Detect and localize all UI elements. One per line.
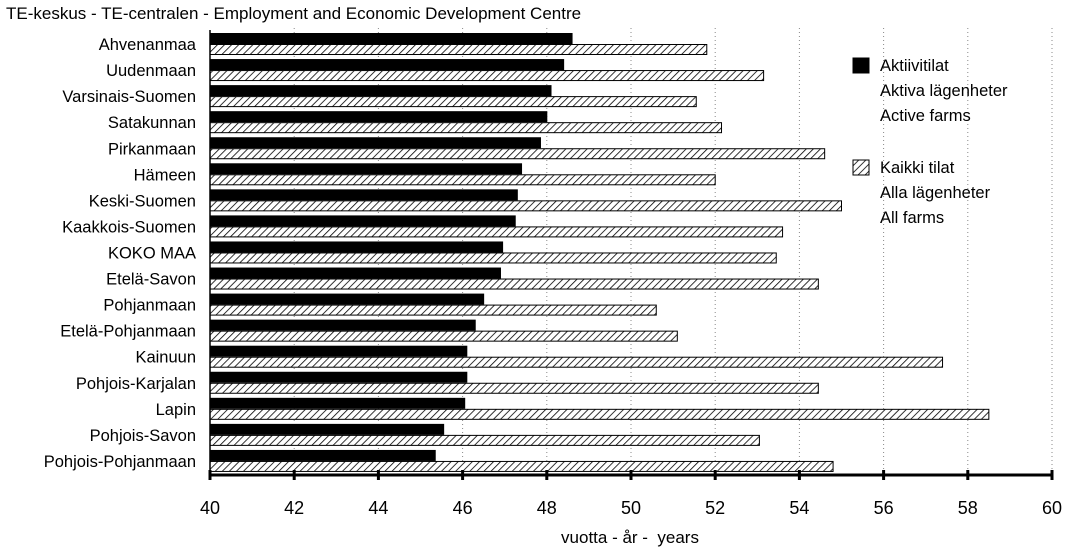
bar-all-farms: [209, 96, 697, 108]
bar-active-farms: [209, 293, 485, 305]
x-tick-labels: 40 42 44 46 48 50 52 54 56 58 60: [200, 498, 1062, 518]
bar-all-farms: [209, 382, 819, 394]
bar-active-farms: [209, 33, 573, 44]
bar-all-farms: [209, 304, 657, 316]
bar-all-farms: [209, 122, 723, 134]
bar-active-farms: [209, 371, 468, 383]
bar-all-farms: [209, 356, 944, 368]
bar-all-farms: [209, 226, 784, 238]
bar-active-farms: [209, 345, 468, 357]
bar-all-farms: [209, 252, 777, 264]
x-axis-label: vuotta - år - years: [561, 528, 699, 547]
legend-label: All farms: [880, 209, 944, 227]
x-tick-label: 48: [537, 498, 557, 518]
bars: [209, 33, 990, 472]
bar-active-farms: [209, 241, 504, 253]
category-label: Keski-Suomen: [89, 192, 196, 210]
category-label: Pohjois-Savon: [90, 427, 196, 445]
x-tick-label: 42: [284, 498, 304, 518]
category-label: Pirkanmaan: [108, 140, 196, 158]
bar-all-farms: [209, 408, 990, 420]
x-tick-label: 52: [705, 498, 725, 518]
legend-swatch-active-farms: [852, 57, 870, 74]
category-label: Hämeen: [134, 166, 196, 184]
x-tick-label: 50: [621, 498, 641, 518]
x-tick-label: 58: [958, 498, 978, 518]
category-label: Pohjois-Pohjanmaan: [44, 453, 196, 471]
legend-label: Aktiivitilat: [880, 57, 949, 75]
category-label: Uudenmaan: [106, 62, 196, 80]
bar-active-farms: [209, 215, 516, 227]
bar-active-farms: [209, 85, 552, 97]
x-tick-label: 46: [453, 498, 473, 518]
bar-all-farms: [209, 44, 708, 55]
bar-all-farms: [209, 148, 826, 160]
legend-label: Alla lägenheter: [880, 184, 991, 202]
bar-all-farms: [209, 70, 765, 82]
bar-active-farms: [209, 423, 445, 435]
bar-active-farms: [209, 163, 523, 175]
x-tick-label: 40: [200, 498, 220, 518]
bar-all-farms: [209, 174, 716, 186]
bar-all-farms: [209, 434, 760, 446]
legend: Aktiivitilat Aktiva lägenheter Active farm…: [852, 57, 1008, 227]
bar-all-farms: [209, 200, 842, 212]
x-tick-label: 60: [1042, 498, 1062, 518]
axes: [208, 30, 1054, 480]
category-label: KOKO MAA: [108, 245, 196, 263]
chart-title: TE-keskus - TE-centralen - Employment an…: [6, 4, 582, 23]
bar-active-farms: [209, 397, 466, 409]
legend-label: Aktiva lägenheter: [880, 82, 1008, 100]
bar-active-farms: [209, 59, 565, 71]
category-label: Etelä-Pohjanmaan: [60, 323, 196, 341]
category-label: Pohjanmaan: [103, 297, 196, 315]
category-label: Ahvenanmaa: [99, 36, 197, 54]
legend-label: Kaikki tilat: [880, 159, 955, 177]
category-label: Lapin: [156, 401, 196, 419]
category-label: Varsinais-Suomen: [62, 88, 196, 106]
x-tick-label: 44: [368, 498, 388, 518]
bar-active-farms: [209, 267, 501, 279]
category-label: Etelä-Savon: [106, 271, 196, 289]
bar-active-farms: [209, 189, 518, 201]
category-labels: Ahvenanmaa Uudenmaan Varsinais-Suomen Satak…: [44, 36, 197, 471]
bar-active-farms: [209, 137, 541, 149]
bar-active-farms: [209, 449, 436, 461]
category-label: Kainuun: [135, 349, 196, 367]
x-tick-label: 56: [874, 498, 894, 518]
bar-all-farms: [209, 330, 678, 342]
bar-active-farms: [209, 319, 476, 331]
legend-label: Active farms: [880, 107, 971, 125]
x-tick-label: 54: [789, 498, 809, 518]
bar-all-farms: [209, 460, 834, 472]
bar-all-farms: [209, 278, 819, 290]
bar-active-farms: [209, 111, 548, 123]
category-label: Kaakkois-Suomen: [62, 218, 196, 236]
category-label: Pohjois-Karjalan: [76, 375, 196, 393]
legend-swatch-all-farms: [852, 159, 870, 176]
category-label: Satakunnan: [108, 114, 196, 132]
